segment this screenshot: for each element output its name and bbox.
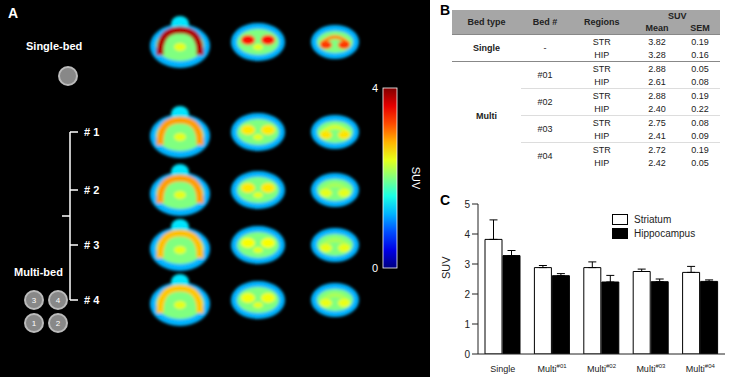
svg-text:5: 5 [464, 199, 470, 210]
html-text:Bed type: Bed type [467, 17, 506, 27]
html-text:HIP: HIP [594, 103, 610, 114]
html-text:3.82: 3.82 [648, 36, 666, 47]
svg-text:SUV: SUV [410, 167, 422, 190]
html-text:0.08: 0.08 [691, 76, 709, 87]
html-text:STR: STR [592, 63, 611, 74]
svg-text:Multi#04: Multi#04 [686, 363, 716, 374]
html-text:0.05: 0.05 [691, 157, 709, 168]
html-text:0.19: 0.19 [691, 36, 709, 47]
html-text:2.61: 2.61 [648, 76, 666, 87]
html-text:Multi: Multi [476, 110, 498, 121]
svg-text:4: 4 [56, 296, 61, 305]
html-text:SUV: SUV [667, 11, 687, 21]
svg-text:# 4: # 4 [84, 294, 100, 306]
svg-text:Multi#02: Multi#02 [587, 363, 617, 374]
svg-text:3: 3 [464, 259, 470, 270]
html-text:0.22: 0.22 [691, 103, 709, 114]
html-text:0.19: 0.19 [691, 144, 709, 155]
svg-text:Multi#03: Multi#03 [636, 363, 666, 374]
html-text:2.72: 2.72 [648, 144, 666, 155]
html-text:STR: STR [592, 90, 611, 101]
svg-text:Multi#01: Multi#01 [538, 363, 568, 374]
svg-text:SUV: SUV [440, 256, 452, 279]
html-text:Hippocampus: Hippocampus [634, 227, 696, 239]
html-text:B: B [440, 2, 451, 18]
html-text:0.09: 0.09 [691, 130, 709, 141]
html-text:0.08: 0.08 [691, 117, 709, 128]
svg-text:2: 2 [464, 289, 470, 300]
html-text:0.16: 0.16 [691, 49, 709, 60]
html-text:2.42: 2.42 [648, 157, 666, 168]
svg-text:4: 4 [372, 82, 378, 94]
html-text:Bed #: Bed # [532, 17, 558, 27]
html-text:0.19: 0.19 [691, 90, 709, 101]
svg-text:0: 0 [464, 349, 470, 360]
html-text:2.75: 2.75 [648, 117, 666, 128]
html-text:HIP: HIP [594, 130, 610, 141]
svg-text:# 3: # 3 [84, 239, 99, 251]
html-text:2.41: 2.41 [648, 130, 666, 141]
svg-text:Single: Single [490, 364, 515, 374]
html-text:#01: #01 [537, 70, 553, 80]
html-text:2.88: 2.88 [648, 90, 666, 101]
html-text:Mean: Mean [645, 23, 669, 33]
svg-text:# 1: # 1 [84, 126, 99, 138]
svg-text:3: 3 [32, 296, 37, 305]
svg-text:0: 0 [372, 262, 378, 274]
svg-text:Single-bed: Single-bed [26, 40, 82, 52]
html-text:STR: STR [592, 144, 611, 155]
html-text:2.88: 2.88 [648, 63, 666, 74]
html-text:0.05: 0.05 [691, 63, 709, 74]
svg-text:# 2: # 2 [84, 184, 99, 196]
html-text:Regions: Regions [583, 17, 620, 27]
html-text:HIP: HIP [594, 157, 610, 168]
html-text:HIP: HIP [594, 76, 610, 87]
svg-text:1: 1 [464, 319, 470, 330]
html-text:3.28: 3.28 [648, 49, 666, 60]
html-text:STR: STR [592, 36, 611, 47]
html-text:2.40: 2.40 [648, 103, 666, 114]
html-text:Striatum: Striatum [634, 213, 672, 225]
html-text:SEM: SEM [690, 23, 710, 33]
html-text:#02: #02 [537, 97, 553, 107]
svg-text:4: 4 [464, 229, 470, 240]
svg-text:Multi-bed: Multi-bed [14, 266, 63, 278]
html-text:#03: #03 [537, 124, 553, 134]
svg-text:2: 2 [56, 319, 61, 328]
html-text:STR: STR [592, 117, 611, 128]
html-text:HIP: HIP [594, 49, 610, 60]
html-text:C: C [440, 192, 451, 208]
html-text:Single: Single [473, 43, 501, 53]
svg-text:A: A [8, 5, 18, 21]
html-text:#04: #04 [537, 151, 553, 161]
svg-text:1: 1 [32, 319, 37, 328]
